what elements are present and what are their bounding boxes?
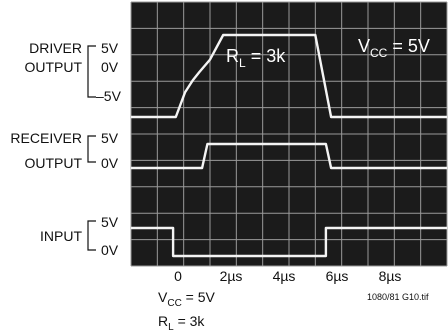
driver-label-line2: OUTPUT [24, 59, 82, 75]
receiver-scale-0v: 0V [101, 155, 119, 171]
input-scale-5v: 5V [101, 214, 119, 230]
scope-load-annotation: RL = 3k [226, 46, 286, 70]
x-tick-label: 6µs [325, 268, 349, 284]
receiver-output-trace [131, 142, 447, 170]
receiver-bracket [87, 135, 96, 163]
x-tick-label: 8µs [378, 268, 402, 284]
input-label: INPUT [40, 228, 82, 244]
driver-scale-0v: 0V [101, 59, 119, 75]
input-bracket [87, 220, 96, 251]
x-tick-label: 2µs [219, 268, 243, 284]
driver-scale-neg5v: –5V [96, 88, 121, 104]
condition-vcc: VCC = 5V [158, 289, 215, 309]
input-trace [131, 226, 447, 258]
input-scale-0v: 0V [101, 242, 119, 258]
receiver-label-line2: OUTPUT [24, 155, 82, 171]
scope-grid [130, 1, 448, 267]
driver-bracket [87, 45, 96, 98]
receiver-label-line1: RECEIVER [10, 130, 82, 146]
scope-vcc-annotation: VCC = 5V [358, 36, 430, 60]
driver-label-line1: DRIVER [29, 40, 82, 56]
driver-scale-5v: 5V [101, 40, 119, 56]
figure-id: 1080/81 G10.tif [367, 292, 429, 302]
condition-rl: RL = 3k [158, 313, 205, 333]
scope-traces [131, 33, 447, 258]
x-tick-label: 4µs [272, 268, 296, 284]
driver-output-trace [131, 33, 447, 119]
receiver-scale-5v: 5V [101, 130, 119, 146]
x-tick-label: 0 [174, 268, 182, 284]
